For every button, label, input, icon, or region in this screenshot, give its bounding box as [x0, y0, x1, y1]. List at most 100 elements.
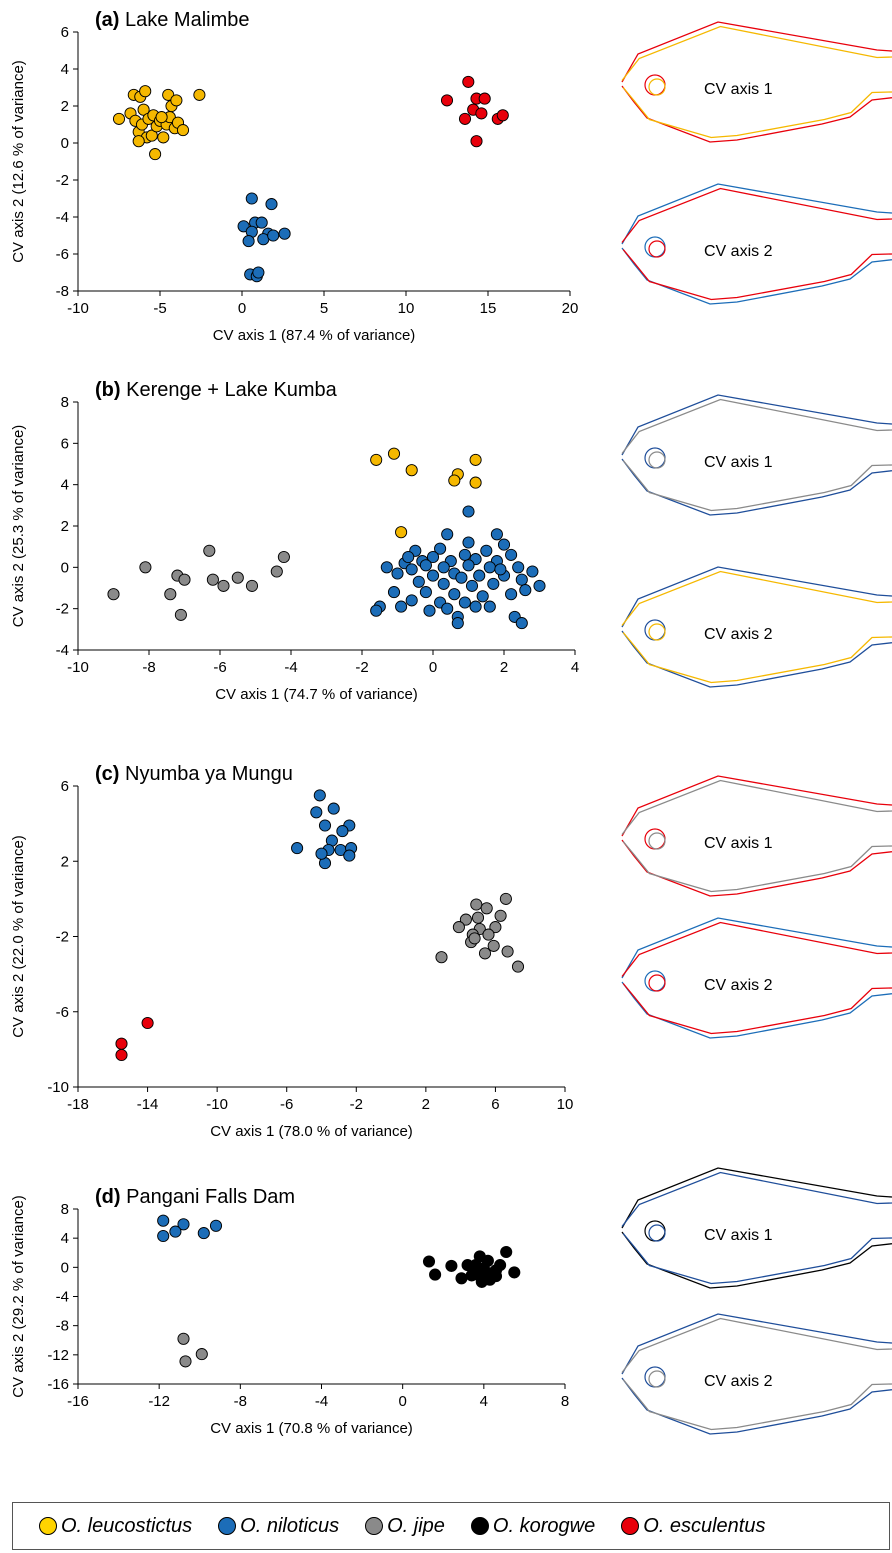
data-point	[519, 584, 532, 597]
data-point	[500, 1245, 513, 1259]
eye-outline	[644, 1366, 666, 1388]
data-point	[482, 928, 495, 941]
data-point	[313, 789, 326, 802]
data-point	[452, 921, 465, 934]
series-o-leucostictus	[112, 85, 206, 161]
data-point	[267, 229, 280, 242]
shape-axis-label: CV axis 2	[704, 1373, 773, 1390]
data-point	[107, 588, 120, 601]
data-point	[429, 1268, 442, 1281]
data-point	[494, 1259, 507, 1272]
data-point	[473, 569, 486, 582]
panel-site-name: Nyumba ya Mungu	[119, 763, 292, 785]
y-tick-label: 2	[61, 853, 69, 870]
shape-outline	[621, 1317, 892, 1431]
y-tick-label: -2	[56, 172, 69, 189]
eye-outline	[644, 1220, 666, 1242]
x-tick-label: -14	[137, 1096, 159, 1113]
data-point	[422, 1255, 436, 1268]
eye-outline	[648, 1370, 666, 1388]
data-point	[526, 565, 539, 578]
data-point	[291, 842, 304, 855]
data-point	[469, 453, 482, 466]
data-point	[494, 563, 507, 576]
x-tick-label: 4	[571, 659, 579, 676]
y-tick-label: 8	[61, 1201, 69, 1218]
eye-outline	[648, 78, 666, 96]
data-point	[270, 565, 283, 578]
shape-comparison-1: CV axis 1	[621, 1167, 892, 1289]
y-tick-label: -4	[56, 642, 69, 659]
data-point	[343, 849, 356, 862]
x-tick-label: 2	[422, 1096, 430, 1113]
data-point	[391, 567, 404, 580]
data-point	[445, 1259, 458, 1272]
series-o-korogwe	[422, 1245, 521, 1288]
shape-outline	[621, 187, 892, 301]
shape-comparison-1: CV axis 1	[621, 394, 892, 516]
data-point	[475, 107, 488, 120]
y-tick-label: -2	[56, 929, 69, 946]
data-point	[170, 94, 183, 107]
panel-a: -10 -5 0 5 10 15 20 -8 -6 -4 -2 0 2 4 6 CV axis 1 (87.4…	[10, 9, 892, 344]
y-tick-label: -2	[56, 601, 69, 618]
data-point	[115, 1037, 128, 1050]
x-tick-label: -10	[67, 659, 89, 676]
panel-letter: (a)	[95, 9, 119, 31]
data-point	[255, 216, 268, 229]
data-point	[499, 892, 512, 905]
eye-outline	[644, 828, 666, 850]
shape-axis-label: CV axis 1	[704, 835, 773, 852]
y-tick-label: -4	[56, 1289, 69, 1306]
data-point	[370, 604, 383, 617]
data-point	[470, 898, 483, 911]
x-tick-label: -6	[280, 1096, 293, 1113]
shape-comparison-1: CV axis 1	[621, 775, 892, 897]
series-o-jipe	[107, 544, 290, 621]
data-point	[455, 1272, 468, 1285]
x-axis-label: CV axis 1 (87.4 % of variance)	[213, 327, 416, 344]
eye-outline	[648, 832, 666, 850]
x-tick-label: -4	[284, 659, 297, 676]
data-point	[169, 1225, 182, 1238]
y-tick-label: -10	[47, 1079, 69, 1096]
data-point	[139, 561, 152, 574]
shape-axis-label: CV axis 2	[704, 243, 773, 260]
x-tick-label: 15	[480, 300, 497, 317]
eye-outline	[648, 240, 666, 258]
data-point	[209, 1219, 223, 1232]
shape-outline	[621, 921, 892, 1035]
data-point	[480, 902, 493, 915]
y-tick-label: -6	[56, 246, 69, 263]
data-point	[476, 590, 489, 603]
legend-label: O. jipe	[387, 1514, 445, 1537]
shape-comparison-2: CV axis 2	[621, 183, 892, 305]
data-point	[426, 550, 440, 564]
x-tick-label: 0	[398, 1393, 406, 1410]
data-point	[490, 528, 503, 541]
data-point	[448, 588, 461, 601]
y-tick-label: -4	[56, 209, 69, 226]
data-point	[469, 476, 482, 489]
panel-site-name: Kerenge + Lake Kumba	[121, 379, 338, 401]
data-point	[437, 577, 450, 590]
data-point	[511, 960, 525, 973]
legend-swatch	[365, 1517, 384, 1535]
panel-b: -10 -8 -6 -4 -2 0 2 4 -4 -2 0 2 4 6 8 CV axis 1 (74.7 %…	[10, 379, 892, 703]
x-tick-label: -4	[315, 1393, 328, 1410]
y-tick-label: 0	[61, 559, 69, 576]
data-point	[440, 94, 454, 107]
data-point	[137, 103, 150, 116]
x-axis-label: CV axis 1 (74.7 % of variance)	[215, 686, 418, 703]
data-point	[380, 561, 393, 574]
y-tick-label: -6	[56, 1004, 69, 1021]
data-point	[471, 1268, 484, 1281]
data-point	[478, 92, 491, 105]
data-point	[179, 1355, 192, 1368]
data-point	[448, 474, 461, 487]
data-point	[483, 1273, 496, 1286]
legend-item-o-leucostictus: O. leucostictus	[39, 1515, 192, 1538]
data-point	[487, 577, 500, 590]
legend-label: O. esculentus	[643, 1514, 766, 1537]
